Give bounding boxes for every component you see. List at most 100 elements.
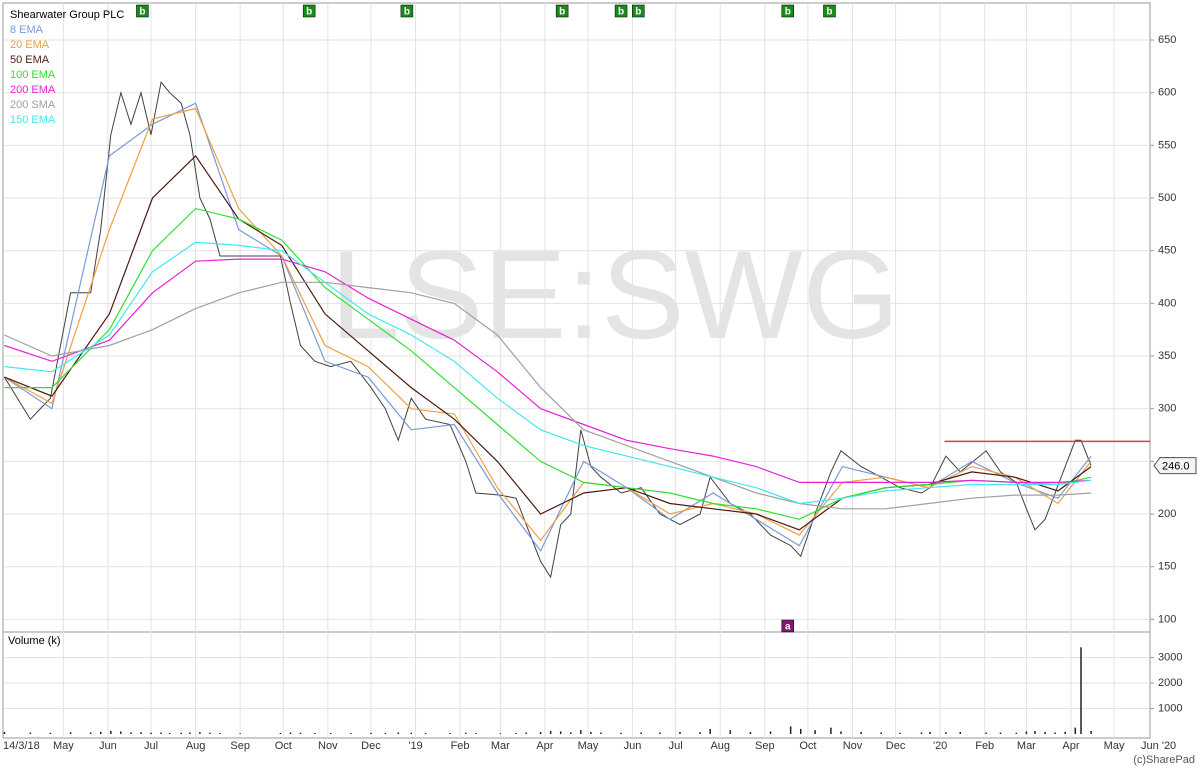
volume-bar — [1044, 731, 1046, 734]
volume-bar — [1074, 727, 1077, 734]
chart-title: Shearwater Group PLC — [10, 9, 124, 21]
x-tick-label: Feb — [975, 740, 994, 752]
volume-bar — [350, 732, 352, 734]
y-tick-label: 300 — [1158, 403, 1176, 415]
volume-bar — [49, 732, 52, 734]
volume-bar — [279, 732, 282, 734]
grid — [3, 3, 1150, 738]
legend-entry: 200 SMA — [10, 99, 56, 111]
ma-line — [4, 281, 1092, 510]
volume-bar — [449, 732, 451, 734]
volume-bar — [799, 728, 802, 734]
signal-label: b — [306, 7, 312, 18]
volume-bar — [465, 732, 467, 734]
x-tick-label: '19 — [408, 740, 422, 752]
x-tick-label: Sep — [755, 740, 775, 752]
x-tick-label: Jun '20 — [1141, 740, 1176, 752]
y-tick-label: 500 — [1158, 192, 1176, 204]
signal-marker — [632, 4, 645, 18]
volume-bar — [959, 731, 962, 734]
x-tick-label: May — [53, 740, 74, 752]
x-tick-label: Nov — [318, 740, 338, 752]
y-tick-label: 150 — [1158, 561, 1176, 573]
x-tick-label: Dec — [886, 740, 906, 752]
legend-entry: 8 EMA — [10, 24, 44, 36]
volume-bar — [299, 732, 302, 734]
legend-entry: 50 EMA — [10, 54, 50, 66]
volume-bar — [140, 732, 142, 734]
y-tick-label: 550 — [1158, 139, 1176, 151]
volume-bar — [539, 731, 542, 734]
volume-bar — [920, 732, 923, 734]
volume-bar — [329, 732, 332, 734]
x-tick-label: Aug — [186, 740, 206, 752]
volume-bar — [880, 732, 882, 734]
y-tick-label: 200 — [1158, 508, 1176, 520]
volume-bar — [679, 731, 681, 734]
volume-bar — [600, 732, 602, 734]
x-tick-label: 14/3/18 — [3, 740, 40, 752]
x-tick-label: Sep — [230, 740, 250, 752]
legend-entry: 150 EMA — [10, 114, 56, 126]
signal-label: a — [785, 622, 791, 633]
volume-bar — [1015, 732, 1018, 734]
volume-bar — [239, 733, 241, 734]
ma-line — [4, 258, 1092, 483]
volume-bar — [29, 732, 32, 734]
last-price-box — [1153, 457, 1197, 475]
volume-bar — [945, 732, 947, 734]
y-tick-label: 400 — [1158, 297, 1176, 309]
volume-bar — [110, 730, 112, 734]
credit: (c)SharePad — [1133, 754, 1195, 766]
legend-entry: 20 EMA — [10, 39, 50, 51]
volume-bar — [397, 732, 400, 734]
signal-marker — [400, 4, 414, 18]
x-tick-label: Oct — [275, 740, 292, 752]
volume-bar — [410, 732, 412, 734]
x-tick-label: '20 — [933, 740, 947, 752]
volume-title: Volume (k) — [8, 635, 61, 647]
volume-bar — [515, 732, 517, 734]
price-line — [3, 81, 1092, 579]
legend-entry: 200 EMA — [10, 84, 56, 96]
y-tick-label: 600 — [1158, 87, 1176, 99]
volume-bar — [219, 732, 221, 734]
ma-line — [4, 107, 1092, 542]
volume-bar — [1054, 732, 1056, 734]
volume-bar — [1034, 730, 1036, 734]
volume-bar — [199, 732, 201, 734]
volume-bar — [580, 730, 582, 734]
volume-bar — [830, 727, 832, 734]
x-tick-label: Jun — [624, 740, 642, 752]
volume-bar — [840, 731, 842, 734]
signal-marker — [823, 4, 836, 18]
x-tick-label: Feb — [451, 740, 470, 752]
volume-bar — [789, 726, 792, 734]
y-tick-label: 450 — [1158, 245, 1176, 257]
y-tick-label: 350 — [1158, 350, 1176, 362]
y-tick-label: 2000 — [1158, 677, 1182, 689]
x-tick-label: Apr — [536, 740, 553, 752]
volume-bar — [985, 732, 987, 734]
volume-bar — [525, 732, 527, 734]
y-tick-label: 3000 — [1158, 651, 1182, 663]
signal-label: b — [559, 7, 565, 18]
volume-bar — [640, 732, 642, 734]
volume-bar — [709, 728, 711, 734]
volume-bar — [384, 732, 387, 734]
volume-bar — [814, 730, 816, 734]
volume-bar — [590, 731, 592, 734]
signal-label: b — [785, 7, 791, 18]
signal-label: b — [404, 7, 410, 18]
volume-bar — [559, 731, 562, 734]
volume-bar — [89, 732, 92, 734]
volume-bar — [860, 731, 862, 734]
volume-bar — [3, 731, 6, 734]
volume-bar — [499, 733, 502, 734]
signal-marker — [302, 4, 316, 18]
x-tick-label: Nov — [843, 740, 863, 752]
signal-marker — [555, 4, 569, 18]
volume-bar — [150, 732, 152, 734]
volume-bar — [749, 731, 752, 734]
volume-bar — [620, 732, 622, 734]
